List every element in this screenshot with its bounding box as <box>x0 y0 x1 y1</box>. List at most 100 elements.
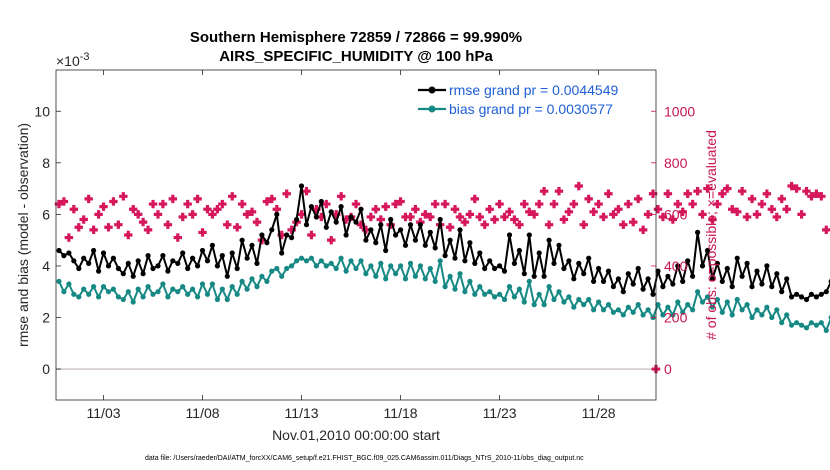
rmse-point <box>244 255 250 261</box>
rmse-point <box>432 245 438 251</box>
obs-count-marker <box>247 207 257 216</box>
y-exponent-power: -3 <box>80 51 90 63</box>
series-layer <box>56 183 830 333</box>
rmse-point <box>358 206 364 212</box>
y-axis-right-label: # of obs: o=possible; ×=evaluated <box>703 130 719 340</box>
obs-count-marker <box>213 205 222 214</box>
rmse-point <box>789 294 795 300</box>
bias-point <box>442 284 448 290</box>
bias-point <box>665 304 671 310</box>
obs-count-marker <box>530 210 539 219</box>
bias-point <box>576 296 582 303</box>
bias-point <box>798 322 805 328</box>
bias-point <box>383 276 389 282</box>
bias-point <box>690 307 696 313</box>
rmse-point <box>135 258 141 264</box>
obs-count-marker <box>163 220 173 229</box>
rmse-point <box>100 250 107 256</box>
obs-count-marker <box>203 205 212 214</box>
obs-count-marker <box>89 225 98 235</box>
rmse-point <box>383 247 389 254</box>
obs-count-marker <box>683 189 692 198</box>
rmse-point <box>501 268 508 274</box>
bias-point <box>759 312 765 318</box>
rmse-point <box>813 294 820 300</box>
y-right-tick-label: 1000 <box>664 103 695 119</box>
obs-count-marker <box>658 212 668 222</box>
rmse-point <box>482 265 488 272</box>
obs-count-marker <box>366 212 376 222</box>
bias-point <box>417 263 423 269</box>
rmse-point <box>670 281 676 287</box>
rmse-point <box>704 247 711 254</box>
legend: rmse grand pr = 0.0044549 bias grand pr … <box>418 82 618 117</box>
obs-count-marker <box>609 210 618 219</box>
bias-point <box>482 291 488 297</box>
obs-count-marker <box>604 189 613 198</box>
bias-point <box>402 276 409 282</box>
x-tick-label: 11/08 <box>186 405 220 421</box>
rmse-point <box>739 273 745 279</box>
bias-point <box>140 294 146 300</box>
bias-point <box>516 286 523 292</box>
bias-point <box>71 291 77 297</box>
obs-count-marker <box>173 233 182 242</box>
bias-point <box>724 299 730 305</box>
obs-count-marker <box>188 210 197 219</box>
obs-count-marker <box>688 199 697 209</box>
rmse-point <box>497 263 503 269</box>
rmse-point <box>204 258 211 264</box>
bias-point <box>571 304 577 310</box>
legend-bias-label: bias grand pr = 0.0030577 <box>449 101 613 117</box>
rmse-point <box>150 265 156 272</box>
rmse-point <box>160 253 166 259</box>
rmse-point <box>56 247 62 254</box>
plot-area <box>56 70 656 400</box>
rmse-point <box>373 240 379 246</box>
rmse-point <box>115 265 121 272</box>
obs-count-marker <box>713 199 722 209</box>
obs-count-marker <box>569 199 579 209</box>
bias-point <box>249 276 255 282</box>
rmse-point <box>343 232 349 238</box>
obs-count-marker <box>708 215 717 224</box>
obs-count-marker <box>703 184 712 193</box>
obs-count-marker <box>401 212 410 222</box>
bias-point <box>160 281 166 287</box>
y-axis-left-label: rmse and bias (model - observation) <box>15 123 31 347</box>
rmse-point <box>363 237 369 243</box>
obs-count-marker <box>242 210 252 219</box>
obs-count-marker <box>559 215 569 224</box>
rmse-point <box>81 255 87 261</box>
bias-point <box>165 294 171 300</box>
obs-count-marker <box>183 199 192 209</box>
rmse-point <box>224 273 230 279</box>
obs-count-marker <box>129 205 138 214</box>
obs-count-marker <box>59 197 69 206</box>
obs-count-marker <box>599 212 608 222</box>
rmse-point <box>492 265 498 272</box>
rmse-point <box>675 263 681 269</box>
bias-point <box>145 284 151 290</box>
bias-point <box>794 320 800 326</box>
bias-point <box>467 278 473 284</box>
obs-count-marker <box>297 210 306 219</box>
x-tick-label: 11/23 <box>483 405 517 421</box>
obs-count-marker <box>648 189 658 198</box>
bias-point <box>110 286 116 292</box>
rmse-point <box>808 291 815 297</box>
axis-layer: 11/03 11/08 11/13 11/18 11/23 11/28 0 2 4 6 8 10 0 20… <box>34 70 695 421</box>
obs-count-marker <box>455 212 465 222</box>
obs-count-marker <box>218 199 227 209</box>
obs-count-marker <box>619 220 628 229</box>
bias-point <box>96 294 102 300</box>
bias-point <box>422 276 428 282</box>
rmse-point <box>328 209 334 215</box>
bias-point <box>199 281 206 287</box>
obs-count-marker <box>807 192 816 201</box>
bias-point <box>388 263 394 269</box>
obs-count-marker <box>777 194 786 204</box>
rmse-point <box>685 258 691 264</box>
bias-point <box>630 309 636 315</box>
bias-point <box>487 289 493 295</box>
